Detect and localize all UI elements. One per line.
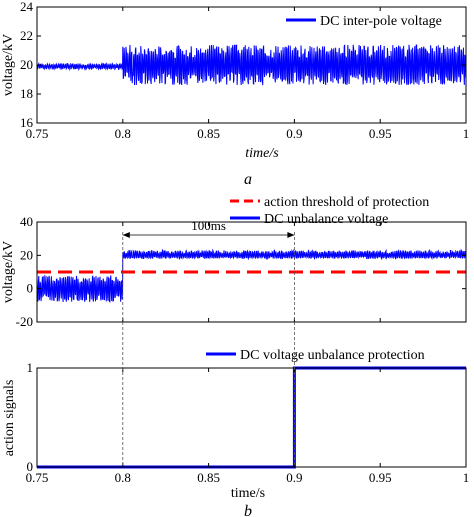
chart-b-data-layer [36, 248, 467, 303]
chart-c-xtick-label: 0.95 [369, 470, 392, 485]
chart-b-ytick-label: -20 [16, 314, 33, 329]
chart-b-ylabel: voltage/kV [1, 241, 16, 303]
chart-a-ytick-label: 18 [20, 86, 33, 101]
chart-b-100ms-annotation: 100ms [122, 218, 295, 238]
chart-b: -20 0 20 40 voltage/kV action threshold of … [1, 195, 467, 329]
chart-c-xtick-label: 0.85 [197, 470, 220, 485]
chart-b-series-dc-unbalance-voltage [36, 248, 467, 303]
annotation-arrowhead-right [287, 232, 295, 238]
chart-a-xtick-label: 0.85 [197, 126, 220, 141]
time-guide-lines [122, 232, 295, 467]
chart-a-panel-label: a [244, 171, 252, 188]
annotation-label: 100ms [191, 218, 226, 233]
chart-b-legend-entry-unbalance: DC unbalance voltage [264, 212, 388, 227]
chart-c-legend-entry: DC voltage unbalance protection [240, 348, 425, 363]
chart-a-data-layer [36, 44, 467, 86]
chart-c: 0.75 0.8 0.85 0.9 0.95 1 01 action signals ti… [2, 348, 469, 517]
chart-a-ytick-label: 16 [20, 115, 34, 130]
chart-c-xtick-label: 0.9 [286, 470, 302, 485]
chart-c-xtick-label: 0.75 [26, 470, 49, 485]
chart-b-legend-entry-threshold: action threshold of protection [264, 195, 429, 210]
chart-c-ytick-label: 0 [27, 459, 34, 474]
chart-a-xtick-label: 0.9 [286, 126, 302, 141]
chart-a-ylabel: voltage/kV [1, 34, 16, 96]
chart-c-xtick-label: 0.8 [115, 470, 131, 485]
chart-a-xtick-label: 1 [463, 126, 470, 141]
chart-a: 0.75 0.8 0.85 0.9 0.95 1 16 18 20 22 24 voltage/k… [1, 0, 469, 188]
chart-c-ytick-label: 1 [27, 360, 34, 375]
chart-c-data-layer [37, 366, 466, 469]
chart-b-frame [36, 221, 467, 323]
chart-a-xtick-label: 0.75 [26, 126, 49, 141]
annotation-arrowhead-left [122, 232, 130, 238]
chart-a-xtick-label: 0.8 [115, 126, 131, 141]
chart-a-ytick-label: 22 [20, 28, 33, 43]
chart-a-xlabel: time/s [245, 146, 279, 161]
chart-c-x-axis: 0.75 0.8 0.85 0.9 0.95 1 [26, 368, 470, 485]
chart-a-legend-entry: DC inter-pole voltage [320, 14, 442, 29]
chart-a-y-axis: 16 18 20 22 24 [20, 0, 466, 130]
chart-a-legend: DC inter-pole voltage [286, 14, 442, 29]
chart-b-ytick-label: 20 [20, 247, 33, 262]
chart-a-xtick-label: 0.95 [369, 126, 392, 141]
chart-a-ytick-label: 24 [20, 0, 34, 14]
chart-c-ylabel: action signals [2, 380, 17, 457]
chart-c-legend: DC voltage unbalance protection [206, 348, 425, 363]
chart-c-frame [36, 367, 467, 468]
chart-c-series-protection-signal [37, 366, 466, 469]
chart-a-series-dc-inter-pole-voltage [36, 44, 467, 86]
chart-a-x-axis: 0.75 0.8 0.85 0.9 0.95 1 [26, 7, 470, 141]
chart-c-xtick-label: 1 [463, 470, 470, 485]
chart-a-ytick-label: 20 [20, 57, 33, 72]
chart-c-xlabel: time/s [231, 486, 265, 501]
chart-b-ytick-label: 0 [27, 281, 34, 296]
chart-c-y-axis: 01 [27, 360, 466, 474]
chart-b-y-axis: -20 0 20 40 [16, 214, 466, 329]
chart-bc-panel-label: b [244, 503, 252, 517]
chart-b-legend: action threshold of protection DC unbala… [230, 195, 429, 227]
chart-b-ytick-label: 40 [20, 214, 33, 229]
